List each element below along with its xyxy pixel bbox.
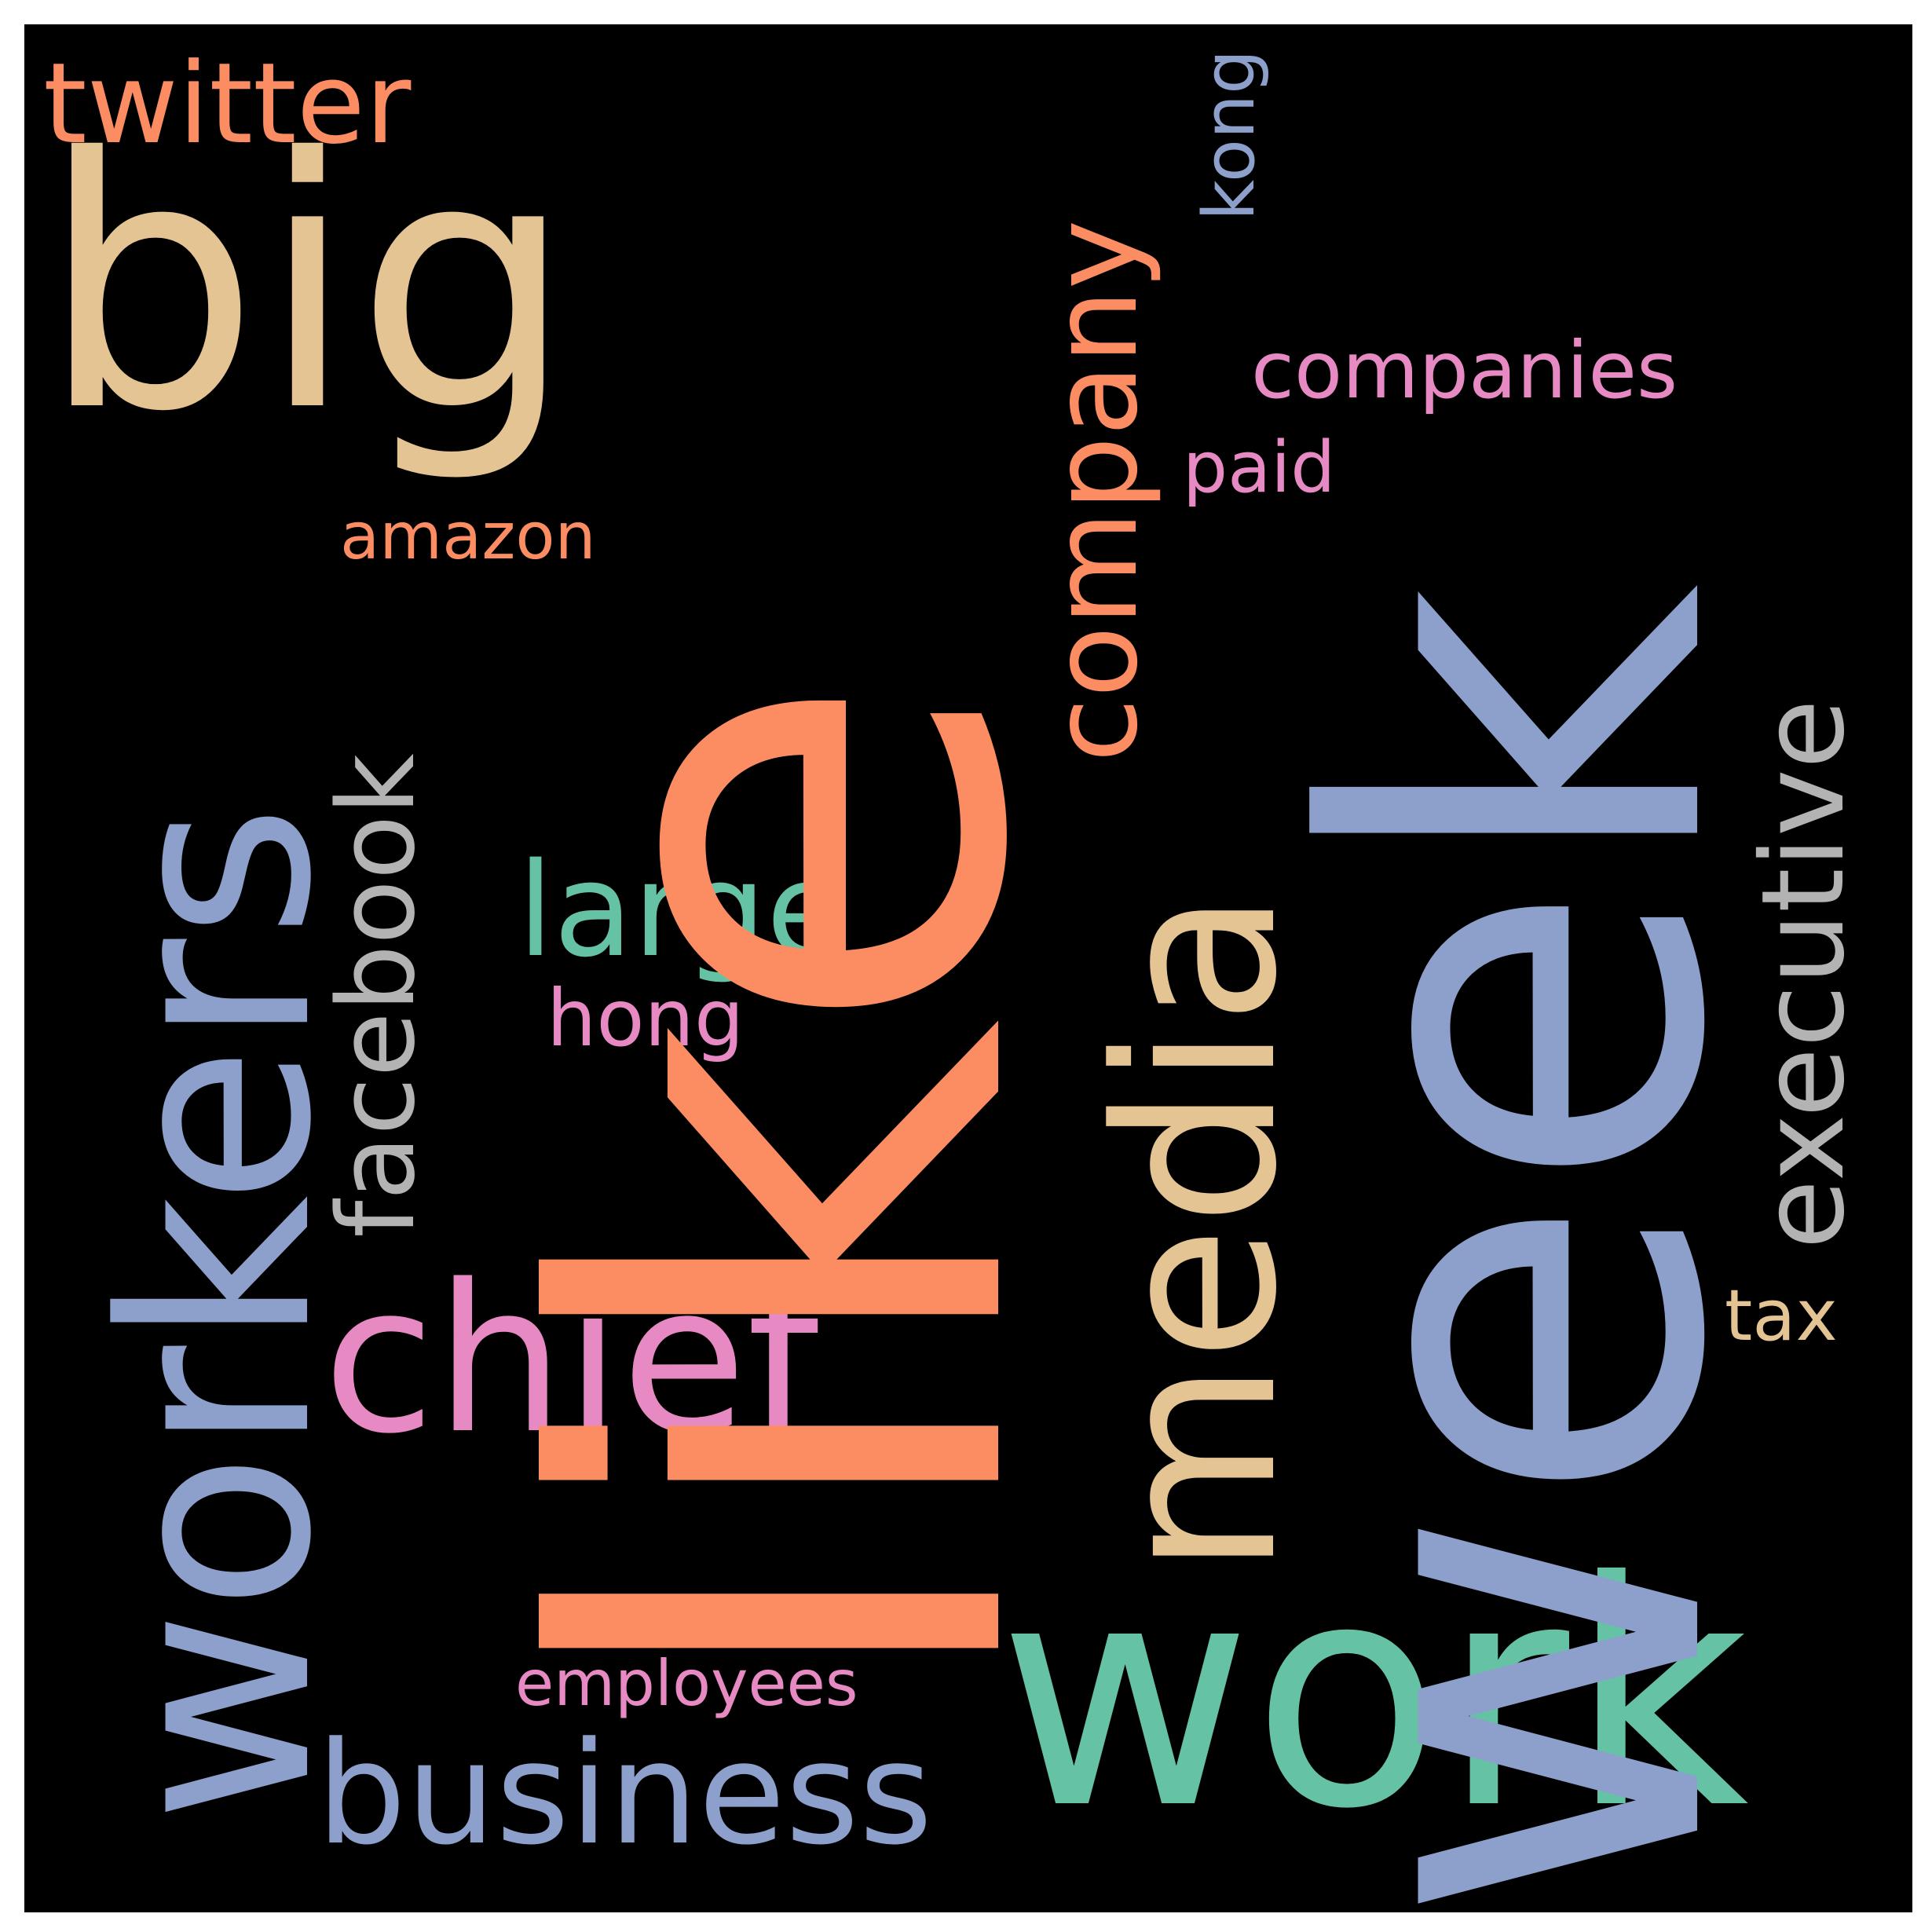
word-cloud: twitter big amazon companies paid large … [40,39,1870,1912]
word-big: big [40,85,575,487]
word-executive: executive [1737,699,1870,1250]
word-cloud-canvas: twitter big amazon companies paid large … [24,24,1912,1912]
word-workers: workers [67,804,368,1823]
word-companies: companies [1251,324,1678,416]
word-amazon: amazon [340,499,596,574]
word-large: large [518,835,846,986]
word-chief: chief [323,1242,823,1479]
word-like: like [437,668,1141,1705]
word-business: business [317,1712,933,1876]
word-media: media [1070,891,1326,1575]
word-facebook: facebook [315,753,438,1238]
word-paid: paid [1183,426,1335,509]
word-twitter: twitter [43,39,412,169]
word-tax: tax [1725,1275,1838,1357]
word-work: work [998,1516,1749,1877]
word-hong: hong [547,972,744,1064]
word-kong: kong [1188,49,1271,221]
word-week: week [1224,584,1818,1912]
word-company: company [1027,220,1164,763]
word-employees: employees [515,1647,858,1720]
